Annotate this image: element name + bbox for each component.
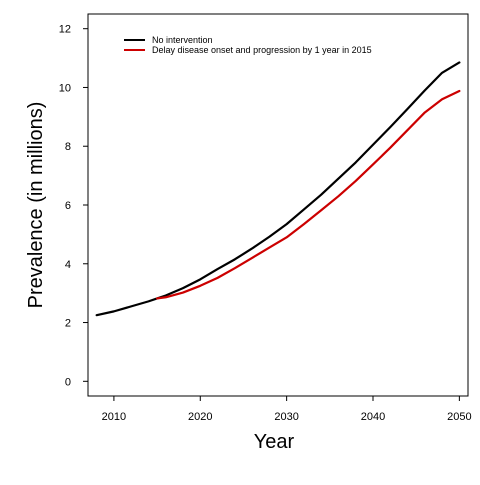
legend-label: Delay disease onset and progression by 1… bbox=[152, 45, 372, 55]
y-tick-label: 6 bbox=[65, 200, 71, 212]
y-tick-label: 4 bbox=[65, 259, 71, 271]
x-tick-label: 2040 bbox=[361, 411, 385, 423]
x-tick-label: 2020 bbox=[188, 411, 212, 423]
series-line-2 bbox=[155, 89, 461, 300]
series-layer bbox=[95, 61, 461, 317]
y-axis-title: Prevalence (in millions) bbox=[25, 102, 47, 309]
series-line-1 bbox=[95, 61, 461, 317]
x-tick-label: 2050 bbox=[447, 411, 471, 423]
x-tick-label: 2010 bbox=[102, 411, 126, 423]
y-tick-label: 0 bbox=[65, 376, 71, 388]
plot-frame bbox=[87, 13, 469, 397]
y-tick-label: 8 bbox=[65, 141, 71, 153]
x-axis: 2010 2020 2030 2040 2050 bbox=[102, 396, 472, 423]
x-axis-title: Year bbox=[254, 431, 295, 453]
x-tick-label: 2030 bbox=[274, 411, 298, 423]
y-axis: 0 2 4 6 8 10 12 bbox=[59, 24, 88, 388]
y-tick-label: 2 bbox=[65, 318, 71, 330]
y-tick-label: 12 bbox=[59, 24, 71, 36]
y-tick-label: 10 bbox=[59, 82, 71, 94]
legend-label: No intervention bbox=[152, 35, 213, 45]
